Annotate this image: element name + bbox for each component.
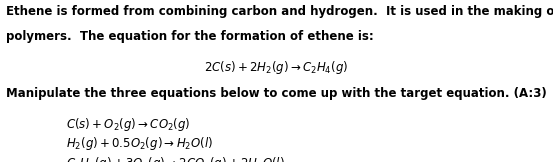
Text: $C_2H_4(g)  +  3O_2(g) \rightarrow 2CO_2(g)  + 2H_2O(l)$: $C_2H_4(g) + 3O_2(g) \rightarrow 2CO_2(g… bbox=[66, 155, 285, 162]
Text: $C(s)  +  O_2(g)  \rightarrow CO_2(g)$: $C(s) + O_2(g) \rightarrow CO_2(g)$ bbox=[66, 116, 191, 133]
Text: Manipulate the three equations below to come up with the target equation. (A:3): Manipulate the three equations below to … bbox=[6, 87, 546, 100]
Text: $2C(s)  +  2H_2(g)  \rightarrow C_2H_4(g)$: $2C(s) + 2H_2(g) \rightarrow C_2H_4(g)$ bbox=[205, 59, 348, 76]
Text: Ethene is formed from combining carbon and hydrogen.  It is used in the making o: Ethene is formed from combining carbon a… bbox=[6, 5, 553, 18]
Text: polymers.  The equation for the formation of ethene is:: polymers. The equation for the formation… bbox=[6, 30, 373, 43]
Text: $H_2(g)  + 0.5O_2(g) \rightarrow H_2O(l)$: $H_2(g) + 0.5O_2(g) \rightarrow H_2O(l)$ bbox=[66, 135, 213, 152]
